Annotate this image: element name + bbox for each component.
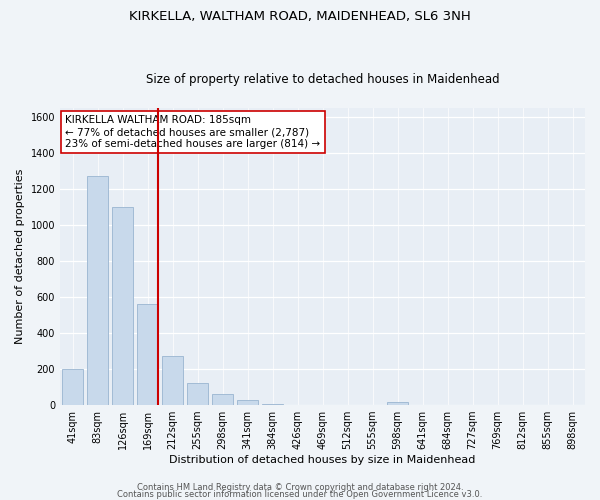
Bar: [87, 176, 108, 405]
Bar: [262, 404, 283, 405]
Bar: [187, 382, 208, 405]
Text: KIRKELLA, WALTHAM ROAD, MAIDENHEAD, SL6 3NH: KIRKELLA, WALTHAM ROAD, MAIDENHEAD, SL6 …: [129, 10, 471, 23]
Bar: [212, 394, 233, 405]
Bar: [387, 402, 408, 405]
Text: Contains HM Land Registry data © Crown copyright and database right 2024.: Contains HM Land Registry data © Crown c…: [137, 484, 463, 492]
Bar: [62, 369, 83, 405]
Text: KIRKELLA WALTHAM ROAD: 185sqm
← 77% of detached houses are smaller (2,787)
23% o: KIRKELLA WALTHAM ROAD: 185sqm ← 77% of d…: [65, 116, 320, 148]
Bar: [162, 356, 183, 405]
Text: Contains public sector information licensed under the Open Government Licence v3: Contains public sector information licen…: [118, 490, 482, 499]
Bar: [112, 207, 133, 405]
Title: Size of property relative to detached houses in Maidenhead: Size of property relative to detached ho…: [146, 73, 499, 86]
X-axis label: Distribution of detached houses by size in Maidenhead: Distribution of detached houses by size …: [169, 455, 476, 465]
Bar: [137, 304, 158, 405]
Y-axis label: Number of detached properties: Number of detached properties: [15, 169, 25, 344]
Bar: [237, 400, 258, 405]
